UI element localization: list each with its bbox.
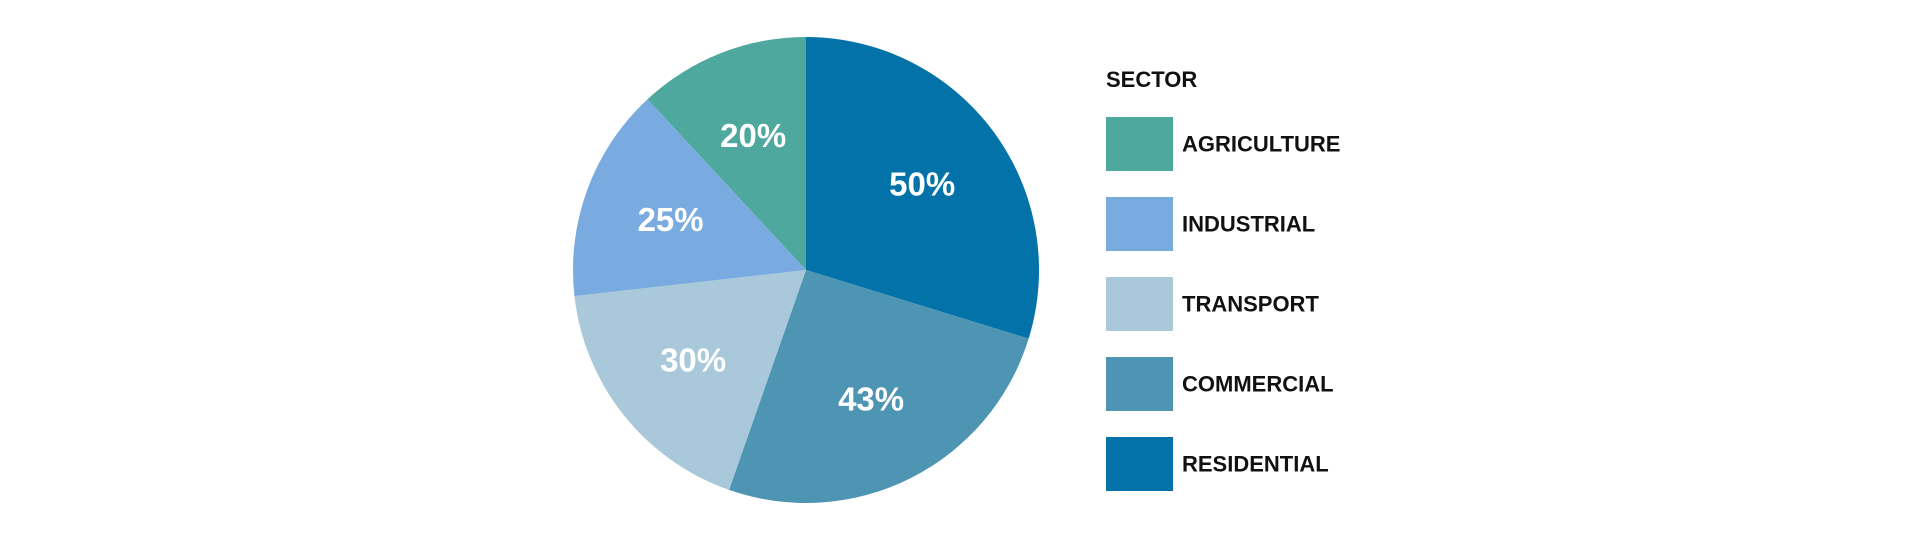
- legend-label-agriculture: AGRICULTURE: [1182, 132, 1340, 157]
- legend: SECTOR AGRICULTURE INDUSTRIAL TRANSPORT COM…: [1106, 67, 1340, 491]
- legend-label-transport: TRANSPORT: [1182, 292, 1319, 317]
- pie-slice-agriculture: [647, 36, 806, 270]
- pie-slice-commercial: [729, 270, 1029, 503]
- pie-slice-transport: [574, 270, 806, 490]
- legend-title: SECTOR: [1106, 67, 1197, 92]
- slice-label-agriculture: 20%: [720, 117, 786, 154]
- legend-label-commercial: COMMERCIAL: [1182, 372, 1334, 397]
- legend-label-residential: RESIDENTIAL: [1182, 452, 1329, 477]
- pie-slice-residential: [806, 37, 1040, 339]
- legend-swatch-industrial: [1106, 197, 1173, 251]
- slice-label-transport: 30%: [660, 342, 726, 379]
- slice-label-residential: 50%: [889, 166, 955, 203]
- legend-swatch-residential: [1106, 437, 1173, 491]
- legend-swatch-commercial: [1106, 357, 1173, 411]
- pie-slice-industrial: [573, 99, 806, 297]
- legend-swatch-transport: [1106, 277, 1173, 331]
- pie-group: 50% 43% 30% 25% 20%: [573, 36, 1040, 503]
- slice-label-commercial: 43%: [838, 381, 904, 418]
- slice-label-industrial: 25%: [638, 201, 704, 238]
- legend-swatch-agriculture: [1106, 117, 1173, 171]
- legend-label-industrial: INDUSTRIAL: [1182, 212, 1315, 237]
